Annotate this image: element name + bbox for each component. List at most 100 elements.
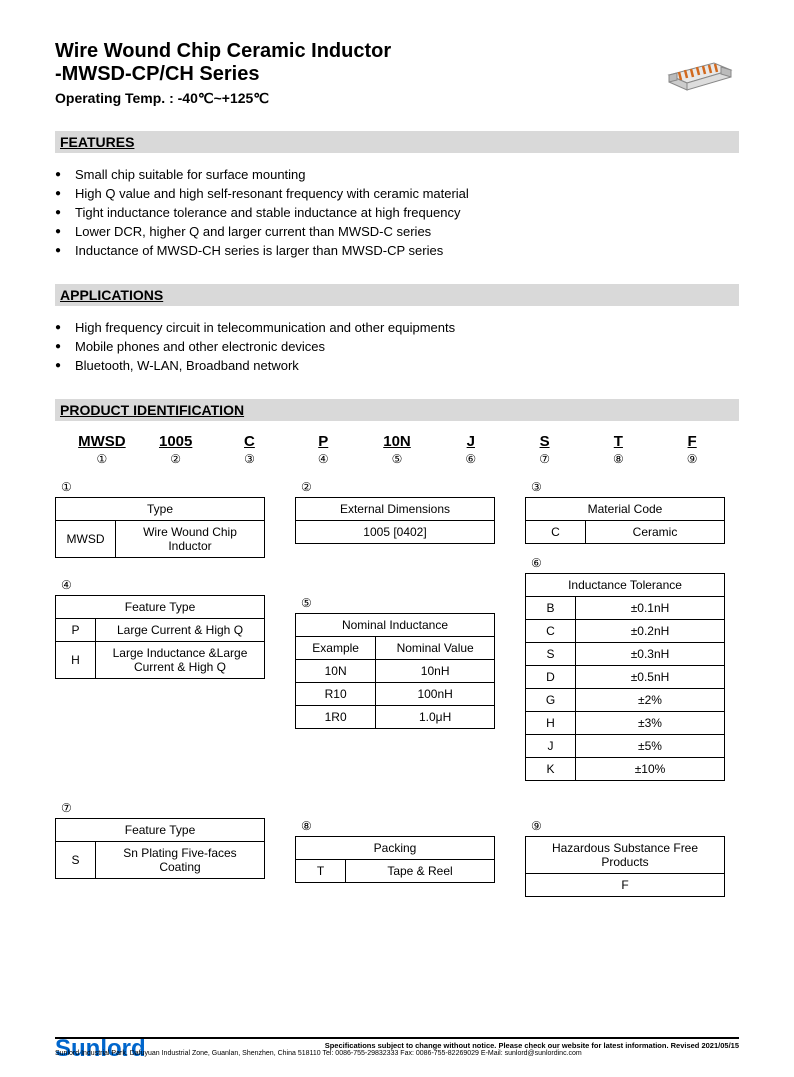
table-cell: S bbox=[56, 842, 96, 879]
table-cell: ±0.1nH bbox=[576, 597, 725, 620]
prodid-item: S⑦ bbox=[508, 433, 582, 466]
table-cell: Large Current & High Q bbox=[96, 619, 265, 642]
prodid-num: ⑨ bbox=[655, 452, 729, 466]
table-cell: G bbox=[526, 689, 576, 712]
table-cell: Ceramic bbox=[586, 521, 725, 544]
prodid-item: J⑥ bbox=[434, 433, 508, 466]
table-4-feature-type: ④ Feature Type PLarge Current & High Q H… bbox=[55, 578, 265, 679]
table-cell: Example bbox=[296, 637, 376, 660]
table-cell: F bbox=[526, 874, 725, 897]
table-8-num: ⑧ bbox=[295, 819, 495, 833]
title-line-1: Wire Wound Chip Ceramic Inductor bbox=[55, 40, 739, 63]
features-heading: FEATURES bbox=[55, 131, 739, 153]
prodid-code: C bbox=[213, 433, 287, 450]
operating-temp: Operating Temp. : -40℃~+125℃ bbox=[55, 90, 739, 107]
table-2-header: External Dimensions bbox=[296, 498, 495, 521]
table-5-nominal-inductance: ⑤ Nominal Inductance ExampleNominal Valu… bbox=[295, 596, 495, 729]
table-cell: MWSD bbox=[56, 521, 116, 558]
inductor-chip-icon bbox=[659, 45, 739, 95]
prodid-code: P bbox=[286, 433, 360, 450]
table-cell: K bbox=[526, 758, 576, 781]
table-cell: D bbox=[526, 666, 576, 689]
table-cell: 10nH bbox=[376, 660, 495, 683]
table-cell: Wire Wound Chip Inductor bbox=[116, 521, 265, 558]
table-8-header: Packing bbox=[296, 837, 495, 860]
prodid-num: ③ bbox=[213, 452, 287, 466]
table-6-header: Inductance Tolerance bbox=[526, 574, 725, 597]
table-8-packing: ⑧ Packing TTape & Reel bbox=[295, 819, 495, 883]
table-cell: C bbox=[526, 521, 586, 544]
table-cell: 1005 [0402] bbox=[296, 521, 495, 544]
prodid-code: J bbox=[434, 433, 508, 450]
prodid-num: ⑦ bbox=[508, 452, 582, 466]
table-cell: 1R0 bbox=[296, 706, 376, 729]
product-id-heading: PRODUCT IDENTIFICATION bbox=[55, 399, 739, 421]
product-id-code-row: MWSD①1005②C③P④10N⑤J⑥S⑦T⑧F⑨ bbox=[55, 433, 739, 466]
table-cell: Tape & Reel bbox=[346, 860, 495, 883]
table-cell: 100nH bbox=[376, 683, 495, 706]
prodid-item: 10N⑤ bbox=[360, 433, 434, 466]
table-cell: J bbox=[526, 735, 576, 758]
prodid-item: F⑨ bbox=[655, 433, 729, 466]
table-cell: ±10% bbox=[576, 758, 725, 781]
table-6-tolerance: ⑥ Inductance ToleranceB±0.1nHC±0.2nHS±0.… bbox=[525, 556, 725, 781]
features-list: Small chip suitable for surface mounting… bbox=[55, 165, 739, 260]
application-item: High frequency circuit in telecommunicat… bbox=[75, 318, 739, 337]
footer-notice: Specifications subject to change without… bbox=[55, 1041, 739, 1050]
table-cell: H bbox=[526, 712, 576, 735]
table-9-hazardous: ⑨ Hazardous Substance Free Products F bbox=[525, 819, 725, 897]
table-cell: ±3% bbox=[576, 712, 725, 735]
prodid-num: ⑤ bbox=[360, 452, 434, 466]
table-cell: ±0.5nH bbox=[576, 666, 725, 689]
feature-item: Tight inductance tolerance and stable in… bbox=[75, 203, 739, 222]
table-2-dimensions: ② External Dimensions 1005 [0402] bbox=[295, 480, 495, 544]
feature-item: High Q value and high self-resonant freq… bbox=[75, 184, 739, 203]
table-cell: Large Inductance &Large Current & High Q bbox=[96, 642, 265, 679]
prodid-item: C③ bbox=[213, 433, 287, 466]
prodid-num: ① bbox=[65, 452, 139, 466]
table-1-header: Type bbox=[56, 498, 265, 521]
table-4-num: ④ bbox=[55, 578, 265, 592]
table-cell: H bbox=[56, 642, 96, 679]
page-header: Wire Wound Chip Ceramic Inductor -MWSD-C… bbox=[55, 40, 739, 107]
table-3-header: Material Code bbox=[526, 498, 725, 521]
prodid-item: T⑧ bbox=[581, 433, 655, 466]
feature-item: Lower DCR, higher Q and larger current t… bbox=[75, 222, 739, 241]
prodid-code: T bbox=[581, 433, 655, 450]
application-item: Bluetooth, W-LAN, Broadband network bbox=[75, 356, 739, 375]
table-cell: P bbox=[56, 619, 96, 642]
table-cell: R10 bbox=[296, 683, 376, 706]
table-1-num: ① bbox=[55, 480, 265, 494]
footer-address: Sunlord Industrial Park, Dafuyuan Indust… bbox=[55, 1050, 739, 1057]
table-cell: S bbox=[526, 643, 576, 666]
table-9-header: Hazardous Substance Free Products bbox=[526, 837, 725, 874]
prodid-item: P④ bbox=[286, 433, 360, 466]
prodid-num: ⑥ bbox=[434, 452, 508, 466]
table-5-header: Nominal Inductance bbox=[296, 614, 495, 637]
table-7-feature-type: ⑦ Feature Type SSn Plating Five-faces Co… bbox=[55, 801, 265, 879]
table-cell: ±0.3nH bbox=[576, 643, 725, 666]
table-3-material: ③ Material Code CCeramic bbox=[525, 480, 725, 544]
table-cell: Sn Plating Five-faces Coating bbox=[96, 842, 265, 879]
application-item: Mobile phones and other electronic devic… bbox=[75, 337, 739, 356]
table-cell: ±5% bbox=[576, 735, 725, 758]
table-7-header: Feature Type bbox=[56, 819, 265, 842]
table-4-header: Feature Type bbox=[56, 596, 265, 619]
table-cell: C bbox=[526, 620, 576, 643]
table-1-type: ① Type MWSDWire Wound Chip Inductor bbox=[55, 480, 265, 558]
prodid-item: MWSD ① bbox=[65, 433, 139, 466]
table-5-num: ⑤ bbox=[295, 596, 495, 610]
feature-item: Small chip suitable for surface mounting bbox=[75, 165, 739, 184]
table-cell: B bbox=[526, 597, 576, 620]
table-7-num: ⑦ bbox=[55, 801, 265, 815]
page-footer: Specifications subject to change without… bbox=[55, 1037, 739, 1057]
prodid-item: 1005② bbox=[139, 433, 213, 466]
prodid-code: F bbox=[655, 433, 729, 450]
table-cell: 1.0μH bbox=[376, 706, 495, 729]
prodid-code: 1005 bbox=[139, 433, 213, 450]
feature-item: Inductance of MWSD-CH series is larger t… bbox=[75, 241, 739, 260]
table-3-num: ③ bbox=[525, 480, 725, 494]
table-6-num: ⑥ bbox=[525, 556, 725, 570]
prodid-code: MWSD bbox=[65, 433, 139, 450]
table-cell: 10N bbox=[296, 660, 376, 683]
